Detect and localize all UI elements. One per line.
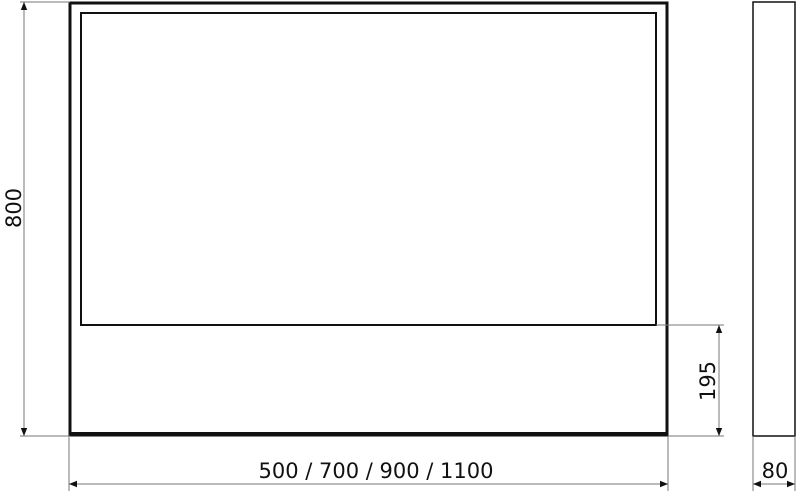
depth-label: 80: [762, 459, 789, 483]
lower-height-label: 195: [696, 361, 720, 401]
lower-height-dimension: 195: [656, 324, 724, 437]
width-label: 500 / 700 / 900 / 1100: [259, 459, 494, 483]
width-dimension: 500 / 700 / 900 / 1100: [68, 436, 669, 491]
front-inner-panel: [80, 12, 657, 326]
height-label: 800: [2, 188, 26, 228]
depth-dimension: 80: [752, 436, 796, 491]
height-dimension: 800: [2, 1, 70, 437]
side-view: [752, 1, 796, 437]
front-outer-frame: [68, 1, 669, 437]
